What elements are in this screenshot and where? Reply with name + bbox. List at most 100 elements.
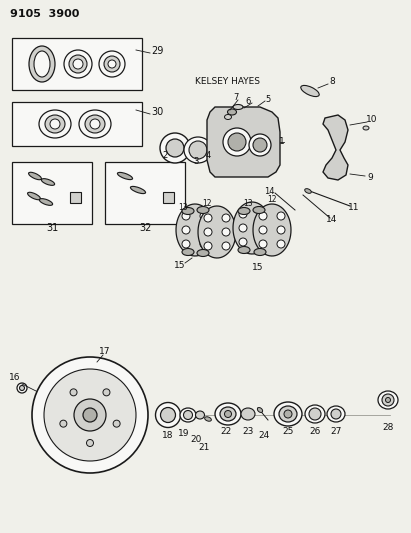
Circle shape — [277, 226, 285, 234]
Ellipse shape — [99, 51, 125, 77]
Ellipse shape — [254, 248, 266, 255]
Text: 9: 9 — [367, 174, 373, 182]
Circle shape — [204, 242, 212, 250]
Ellipse shape — [305, 189, 311, 193]
Circle shape — [222, 242, 230, 250]
Ellipse shape — [130, 187, 145, 193]
Text: 14: 14 — [326, 215, 338, 224]
Ellipse shape — [284, 410, 292, 418]
Text: 6: 6 — [245, 96, 251, 106]
Polygon shape — [198, 206, 236, 258]
Text: 4: 4 — [206, 150, 210, 159]
Text: 27: 27 — [330, 427, 342, 437]
Text: 15: 15 — [252, 263, 264, 272]
Ellipse shape — [274, 402, 302, 426]
Circle shape — [239, 238, 247, 246]
Text: 1: 1 — [279, 138, 285, 147]
Text: 9105  3900: 9105 3900 — [10, 9, 79, 19]
Text: 30: 30 — [151, 107, 163, 117]
Ellipse shape — [155, 402, 180, 427]
Text: 7: 7 — [233, 93, 239, 101]
Ellipse shape — [85, 115, 105, 133]
Text: 15: 15 — [174, 261, 186, 270]
Ellipse shape — [29, 46, 55, 82]
Circle shape — [239, 210, 247, 218]
Circle shape — [44, 369, 136, 461]
Circle shape — [32, 357, 148, 473]
Text: 29: 29 — [151, 46, 163, 56]
Ellipse shape — [224, 115, 231, 119]
Text: 25: 25 — [282, 427, 294, 437]
Ellipse shape — [73, 59, 83, 69]
Ellipse shape — [238, 246, 250, 254]
Text: 11: 11 — [348, 204, 360, 213]
Bar — [12, 102, 142, 146]
Circle shape — [277, 212, 285, 220]
Text: 18: 18 — [162, 431, 174, 440]
Polygon shape — [233, 202, 271, 254]
Ellipse shape — [28, 192, 40, 200]
Text: 5: 5 — [266, 94, 270, 103]
Bar — [12, 162, 92, 224]
Ellipse shape — [166, 139, 184, 157]
Ellipse shape — [378, 391, 398, 409]
Ellipse shape — [279, 406, 297, 422]
Ellipse shape — [183, 410, 192, 419]
Circle shape — [70, 389, 77, 396]
Ellipse shape — [197, 206, 209, 214]
Polygon shape — [253, 204, 291, 256]
Text: 28: 28 — [382, 424, 394, 432]
Text: 24: 24 — [259, 431, 270, 440]
Circle shape — [200, 240, 208, 248]
Ellipse shape — [215, 403, 241, 425]
Ellipse shape — [182, 248, 194, 255]
Circle shape — [259, 212, 267, 220]
Circle shape — [19, 385, 25, 391]
Text: 13: 13 — [243, 198, 253, 207]
Ellipse shape — [205, 417, 211, 421]
Ellipse shape — [197, 249, 209, 256]
Text: 12: 12 — [267, 196, 277, 205]
Ellipse shape — [182, 207, 194, 214]
Ellipse shape — [184, 137, 212, 163]
Bar — [12, 38, 142, 90]
Circle shape — [200, 226, 208, 234]
Ellipse shape — [50, 119, 60, 129]
Bar — [105, 162, 185, 224]
Text: 17: 17 — [99, 348, 111, 357]
Circle shape — [277, 240, 285, 248]
Ellipse shape — [386, 398, 390, 402]
Text: 32: 32 — [139, 223, 151, 233]
Ellipse shape — [196, 411, 205, 419]
Circle shape — [239, 224, 247, 232]
Ellipse shape — [228, 133, 246, 151]
Ellipse shape — [224, 410, 231, 417]
Circle shape — [204, 214, 212, 222]
Circle shape — [182, 212, 190, 220]
Ellipse shape — [45, 115, 65, 133]
Ellipse shape — [331, 409, 341, 419]
Ellipse shape — [29, 172, 42, 180]
Ellipse shape — [220, 407, 236, 421]
Bar — [163, 192, 174, 203]
Ellipse shape — [34, 51, 50, 77]
Circle shape — [259, 240, 267, 248]
Circle shape — [17, 383, 27, 393]
Text: 3: 3 — [193, 157, 199, 166]
Ellipse shape — [64, 50, 92, 78]
Circle shape — [222, 228, 230, 236]
Text: 2: 2 — [162, 150, 168, 159]
Circle shape — [83, 408, 97, 422]
Circle shape — [222, 214, 230, 222]
Ellipse shape — [223, 128, 251, 156]
Ellipse shape — [241, 408, 255, 420]
Ellipse shape — [108, 60, 116, 68]
Ellipse shape — [363, 126, 369, 130]
Circle shape — [257, 238, 265, 246]
Ellipse shape — [249, 134, 271, 156]
Ellipse shape — [382, 394, 394, 406]
Ellipse shape — [39, 199, 53, 205]
Polygon shape — [176, 204, 214, 256]
Ellipse shape — [118, 172, 133, 180]
Circle shape — [204, 228, 212, 236]
